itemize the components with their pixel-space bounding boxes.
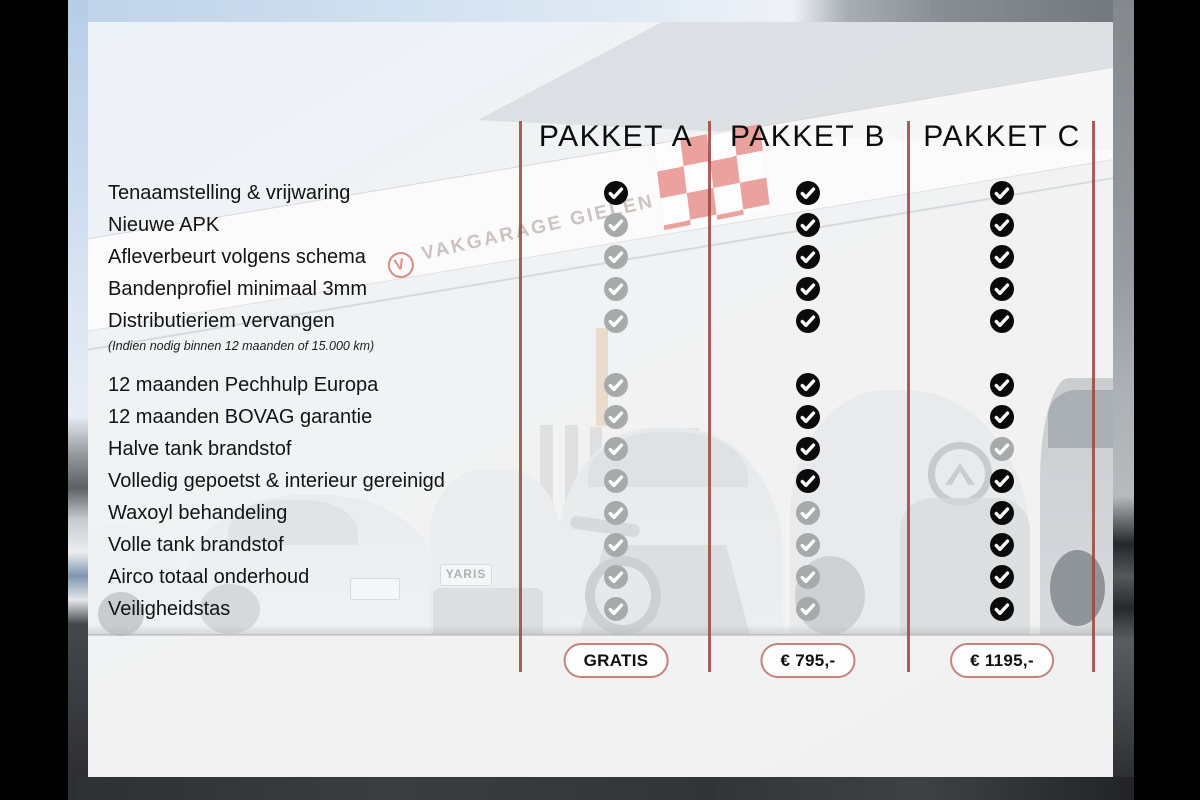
checkmark-excluded-icon xyxy=(604,277,628,301)
checkmark-included-icon xyxy=(990,405,1014,429)
feature-row: Distributieriem vervangen xyxy=(0,305,1200,337)
feature-row: Veiligheidstas xyxy=(0,593,1200,625)
column-separator xyxy=(1092,121,1095,672)
checkmark-included-icon xyxy=(990,565,1014,589)
feature-note: (Indien nodig binnen 12 maanden of 15.00… xyxy=(108,339,375,353)
column-header-pakket-b: PAKKET B xyxy=(730,120,886,153)
checkmark-included-icon xyxy=(990,277,1014,301)
checkmark-excluded-icon xyxy=(796,565,820,589)
checkmark-included-icon xyxy=(604,181,628,205)
checkmark-excluded-icon xyxy=(990,437,1014,461)
checkmark-excluded-icon xyxy=(796,597,820,621)
feature-row: Volledig gepoetst & interieur gereinigd xyxy=(0,465,1200,497)
checkmark-included-icon xyxy=(796,277,820,301)
checkmark-excluded-icon xyxy=(604,309,628,333)
column-header-pakket-c: PAKKET C xyxy=(923,120,1081,153)
overlay-panel: V VAKGARAGE GIELEN YARIS xyxy=(88,22,1113,777)
car-window-ghost xyxy=(1048,390,1113,448)
column-separator xyxy=(519,121,522,672)
feature-row: Volle tank brandstof xyxy=(0,529,1200,561)
checkmark-included-icon xyxy=(990,213,1014,237)
checkmark-excluded-icon xyxy=(604,405,628,429)
feature-label: Veiligheidstas xyxy=(108,598,231,620)
sky-and-roof-strip xyxy=(68,0,1134,23)
feature-label: Distributieriem vervangen xyxy=(108,310,335,332)
feature-label: Tenaamstelling & vrijwaring xyxy=(108,182,351,204)
license-plate-ghost: YARIS xyxy=(440,564,492,586)
checkmark-included-icon xyxy=(796,373,820,397)
checkmark-excluded-icon xyxy=(604,597,628,621)
checkmark-excluded-icon xyxy=(604,533,628,557)
feature-label: Volledig gepoetst & interieur gereinigd xyxy=(108,470,445,492)
column-separator xyxy=(708,121,711,672)
feature-label: Volle tank brandstof xyxy=(108,534,284,556)
feature-label: Waxoyl behandeling xyxy=(108,502,288,524)
checkmark-excluded-icon xyxy=(604,213,628,237)
checkmark-included-icon xyxy=(796,437,820,461)
checkmark-excluded-icon xyxy=(604,469,628,493)
feature-row: Halve tank brandstof xyxy=(0,433,1200,465)
feature-row: 12 maanden BOVAG garantie xyxy=(0,401,1200,433)
feature-label: Afleverbeurt volgens schema xyxy=(108,246,366,268)
car-windshield-ghost xyxy=(228,500,358,545)
checkmark-included-icon xyxy=(990,309,1014,333)
feature-row: 12 maanden Pechhulp Europa xyxy=(0,369,1200,401)
feature-label: Bandenprofiel minimaal 3mm xyxy=(108,278,368,300)
feature-row: Airco totaal onderhoud xyxy=(0,561,1200,593)
feature-label: 12 maanden Pechhulp Europa xyxy=(108,374,379,396)
price-pill-pakket-c[interactable]: € 1195,- xyxy=(950,643,1054,678)
checkmark-excluded-icon xyxy=(604,501,628,525)
car-wheel-ghost xyxy=(98,592,144,636)
checkmark-included-icon xyxy=(990,245,1014,269)
photo-left-strip xyxy=(68,0,88,800)
checkmark-included-icon xyxy=(990,533,1014,557)
feature-group: Tenaamstelling & vrijwaring Nieuwe APK Afl… xyxy=(0,177,1200,359)
price-pill-pakket-a[interactable]: GRATIS xyxy=(563,643,669,678)
checkmark-included-icon xyxy=(990,501,1014,525)
feature-label: Halve tank brandstof xyxy=(108,438,292,460)
column-separator xyxy=(907,121,910,672)
feature-label: Nieuwe APK xyxy=(108,214,220,236)
car-wheel-ghost xyxy=(200,584,260,634)
photo-right-strip xyxy=(1113,0,1134,800)
checkmark-excluded-icon xyxy=(604,245,628,269)
left-pillarbox xyxy=(0,0,68,800)
checkmark-included-icon xyxy=(990,181,1014,205)
car-wheel-ghost xyxy=(1050,550,1105,626)
checkmark-included-icon xyxy=(990,597,1014,621)
feature-row: Waxoyl behandeling xyxy=(0,497,1200,529)
door-ghost xyxy=(596,328,608,426)
column-header-pakket-a: PAKKET A xyxy=(538,120,694,153)
cars-shadow-ghost xyxy=(88,626,1113,635)
feature-group: 12 maanden Pechhulp Europa 12 maanden BOV… xyxy=(0,369,1200,625)
checkmark-excluded-icon xyxy=(796,533,820,557)
feature-row: Bandenprofiel minimaal 3mm xyxy=(0,273,1200,305)
feature-row: Tenaamstelling & vrijwaring xyxy=(0,177,1200,209)
ground-line-ghost xyxy=(88,634,1113,636)
checkmark-included-icon xyxy=(796,405,820,429)
checkmark-excluded-icon xyxy=(604,373,628,397)
feature-row: Afleverbeurt volgens schema xyxy=(0,241,1200,273)
feature-label: Airco totaal onderhoud xyxy=(108,566,310,588)
checkmark-included-icon xyxy=(990,373,1014,397)
feature-row: Nieuwe APK xyxy=(0,209,1200,241)
checkmark-included-icon xyxy=(796,469,820,493)
asphalt-strip xyxy=(68,777,1134,800)
checkmark-excluded-icon xyxy=(604,437,628,461)
checkmark-included-icon xyxy=(796,213,820,237)
license-plate-ghost xyxy=(350,578,400,600)
checkmark-excluded-icon xyxy=(796,501,820,525)
checkmark-included-icon xyxy=(796,309,820,333)
feature-rows: Tenaamstelling & vrijwaring Nieuwe APK Afl… xyxy=(0,177,1200,625)
checkmark-included-icon xyxy=(990,469,1014,493)
feature-label: 12 maanden BOVAG garantie xyxy=(108,406,373,428)
checkmark-included-icon xyxy=(796,245,820,269)
car-grille-ghost xyxy=(433,588,543,635)
checkmark-excluded-icon xyxy=(604,565,628,589)
price-pill-pakket-b[interactable]: € 795,- xyxy=(760,643,856,678)
right-pillarbox xyxy=(1134,0,1200,800)
checkmark-included-icon xyxy=(796,181,820,205)
